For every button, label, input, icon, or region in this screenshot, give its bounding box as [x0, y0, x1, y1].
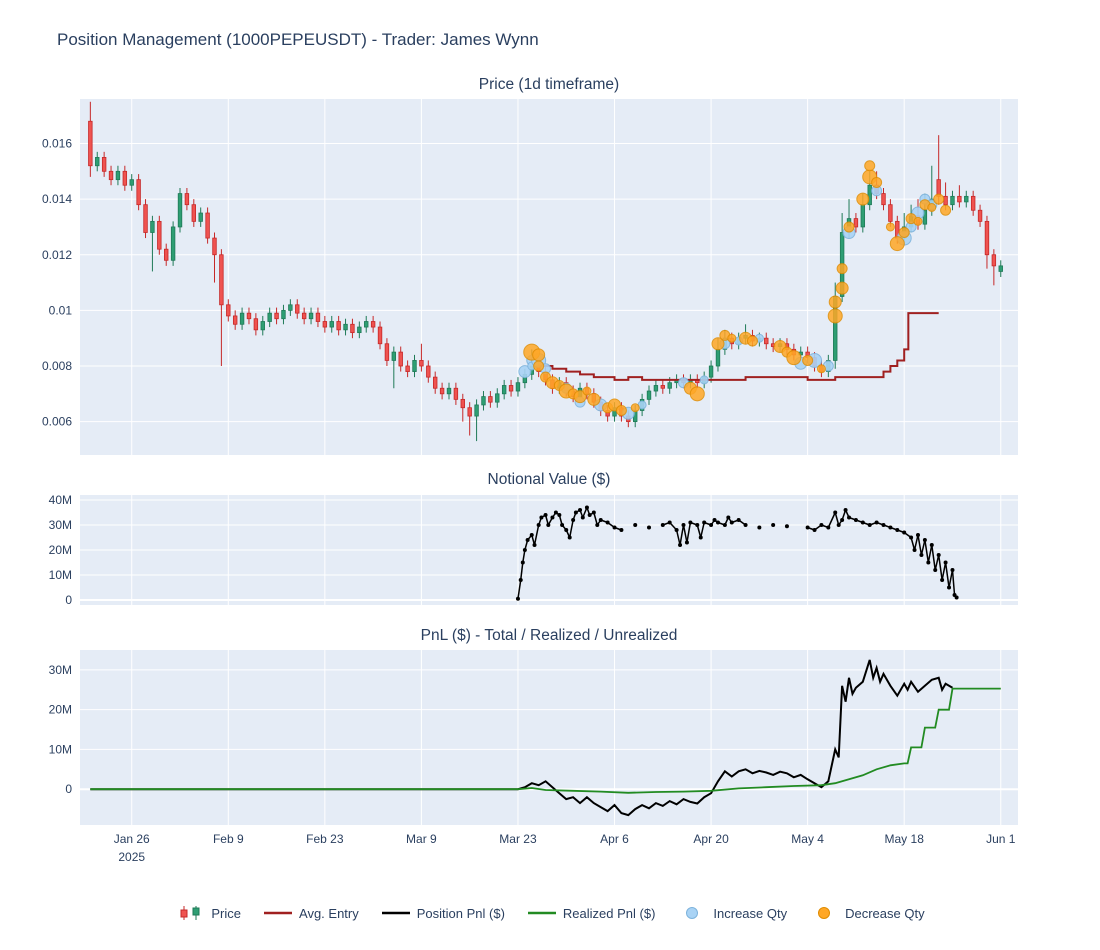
position-pnl-line-icon: [381, 911, 410, 915]
x-tick-label: May 4: [791, 832, 824, 846]
x-tick-label: Mar 23: [499, 832, 537, 846]
x-tick-label: Jan 26: [114, 832, 150, 846]
increase-qty-marker-icon: [686, 907, 699, 919]
notional-series: [515, 505, 959, 601]
y-tick-label: 10M: [49, 568, 72, 582]
x-tick-label: Mar 9: [406, 832, 437, 846]
avg-entry-line-icon: [264, 911, 293, 915]
legend-label: Realized Pnl ($): [562, 905, 656, 921]
x-tick-label: May 18: [885, 832, 925, 846]
price-subplot-title: Price (1d timeframe): [478, 76, 620, 93]
legend-item-realized-pnl[interactable]: Realized Pnl ($): [527, 905, 656, 921]
decrease-qty-markers: [523, 160, 952, 416]
y-tick-label: 0: [65, 593, 72, 607]
y-tick-label: 0.014: [42, 192, 72, 206]
y-tick-label: 0.008: [42, 359, 72, 373]
x-tick-label: Apr 20: [693, 832, 729, 846]
y-tick-label: 30M: [49, 663, 72, 677]
x-tick-label: Jun 1: [986, 832, 1016, 846]
legend-label: Price: [211, 905, 242, 921]
year-label: 2025: [118, 850, 145, 864]
y-tick-label: 30M: [49, 518, 72, 532]
legend-label: Position Pnl ($): [416, 905, 505, 921]
y-tick-label: 0.01: [49, 303, 73, 317]
realized-pnl-line-icon: [527, 911, 556, 915]
avg-entry-line: [538, 312, 939, 381]
decrease-qty-marker-icon: [818, 907, 831, 919]
x-tick-label: Apr 6: [600, 832, 629, 846]
x-axis-labels: Jan 26 Feb 9 Feb 23 Mar 9 Mar 23 Apr 6 Apr 20 M…: [114, 832, 1016, 864]
notional-plot-area[interactable]: [80, 495, 1018, 605]
legend-item-increase-qty[interactable]: Increase Qty: [677, 905, 787, 921]
subplot-1: 0 10M 20M 30M 40M: [49, 493, 1018, 607]
notional-subplot-title: Notional Value ($): [487, 471, 611, 488]
legend-item-position-pnl[interactable]: Position Pnl ($): [381, 905, 505, 921]
y-tick-label: 0.016: [42, 137, 72, 151]
legend-label: Avg. Entry: [299, 905, 359, 921]
subplot-0: 0.006 0.008 0.01 0.012 0.014 0.016: [42, 99, 1018, 455]
position-pnl-line: [90, 659, 954, 817]
pnl-plot-area[interactable]: [80, 650, 1018, 825]
legend-item-avg-entry[interactable]: Avg. Entry: [263, 905, 359, 921]
x-tick-label: Feb 23: [306, 832, 344, 846]
x-tick-label: Feb 9: [213, 832, 244, 846]
pnl-subplot-title: PnL ($) - Total / Realized / Unrealized: [420, 627, 678, 644]
y-tick-label: 0.012: [42, 248, 72, 262]
y-tick-label: 40M: [49, 493, 72, 507]
subplot-2: 0 10M 20M 30M: [49, 650, 1018, 825]
legend-item-price[interactable]: Price: [175, 905, 241, 921]
page-title: Position Management (1000PEPEUSDT) - Tra…: [57, 30, 539, 49]
legend-item-decrease-qty[interactable]: Decrease Qty: [809, 905, 925, 921]
y-tick-label: 0: [65, 782, 72, 796]
y-tick-label: 10M: [49, 742, 72, 756]
legend-label: Increase Qty: [713, 905, 788, 921]
legend-label: Decrease Qty: [845, 905, 925, 921]
y-tick-label: 20M: [49, 543, 72, 557]
realized-pnl-line: [90, 687, 1001, 794]
y-tick-label: 0.006: [42, 415, 72, 429]
y-tick-label: 20M: [49, 703, 72, 717]
chart-legend: Price Avg. Entry Position Pnl ($) Realized …: [0, 905, 1100, 921]
price-plot-area[interactable]: [80, 99, 1018, 455]
candlestick-legend-icon: [180, 906, 200, 920]
